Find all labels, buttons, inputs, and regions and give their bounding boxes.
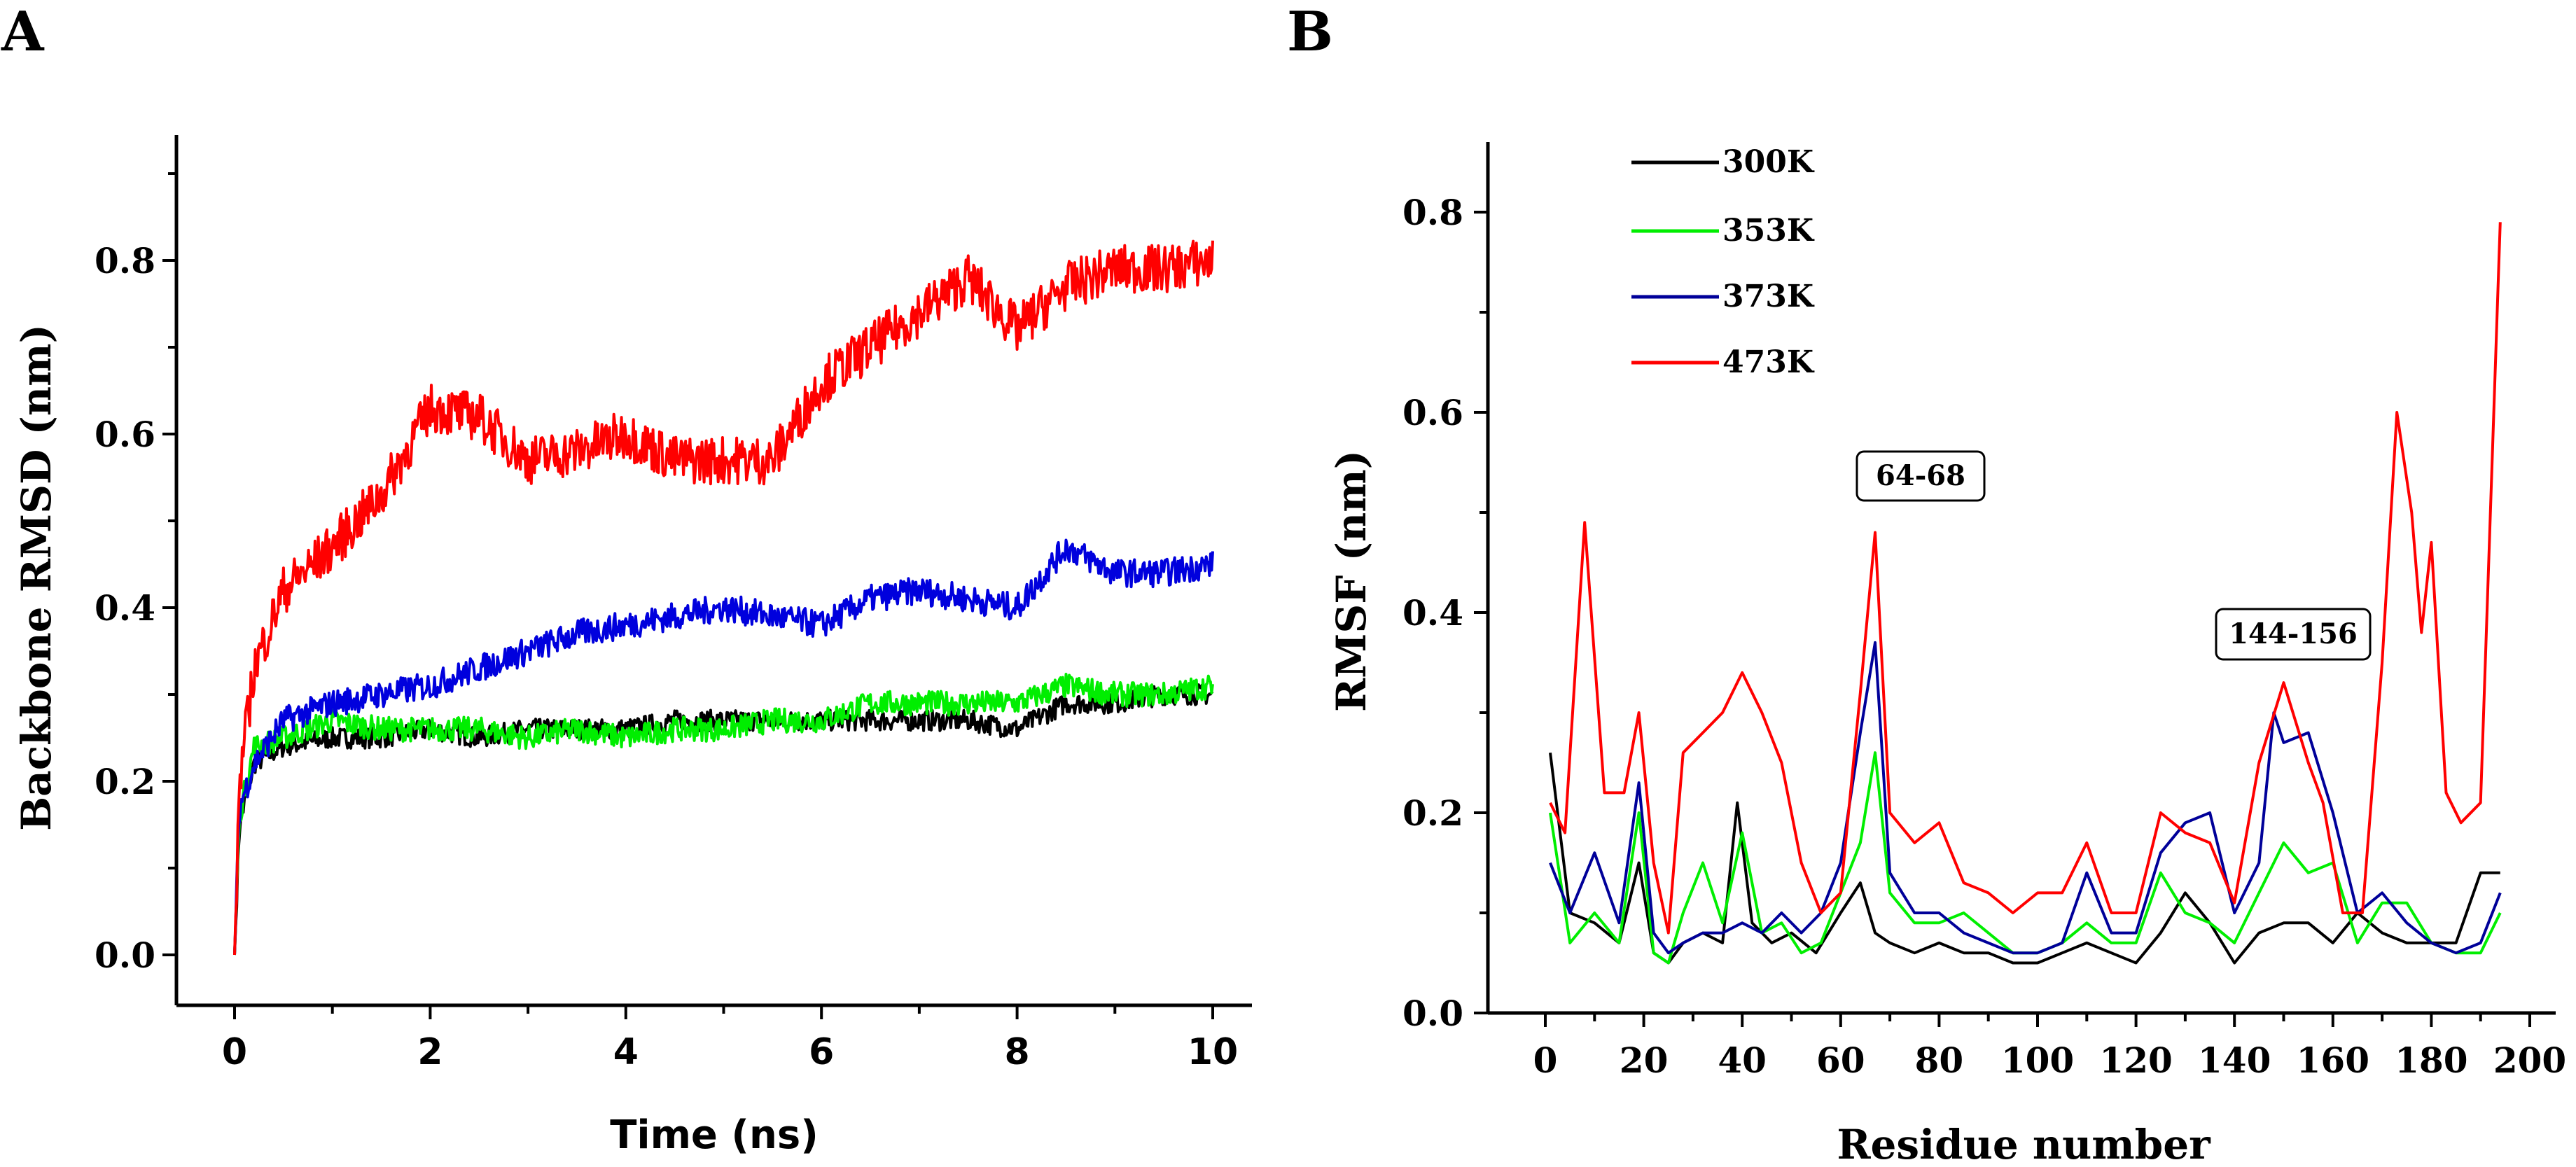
rmsd-y-tick-label: 0.8 <box>95 240 155 281</box>
rmsd-x-tick-label: 10 <box>1188 1031 1238 1073</box>
annotation-144-156-text: 144-156 <box>2229 617 2358 650</box>
rmsf-x-tick-label: 0 <box>1533 1040 1558 1081</box>
annotation-144-156: 144-156 <box>2215 608 2372 661</box>
rmsf-x-axis-label: Residue number <box>1837 1121 2211 1167</box>
legend-label-473k: 473K <box>1722 344 1815 380</box>
rmsd-y-tick-label: 0.0 <box>95 935 155 976</box>
rmsf-series-353k <box>1549 751 2502 965</box>
rmsd-y-tick-label: 0.2 <box>95 761 155 802</box>
rmsf-y-tick-label: 0.6 <box>1402 392 1463 433</box>
rmsf-x-tick-label: 200 <box>2493 1040 2566 1081</box>
rmsd-x-axis-label: Time (ns) <box>610 1112 819 1158</box>
rmsd-x-tick-label: 2 <box>417 1031 443 1073</box>
rmsd-x-tick-label: 0 <box>222 1031 247 1073</box>
rmsf-x-tick-label: 140 <box>2198 1040 2271 1081</box>
rmsf-x-tick-label: 80 <box>1915 1040 1964 1081</box>
rmsf-series-473k <box>1549 222 2502 935</box>
rmsd-y-tick-label: 0.4 <box>95 587 155 629</box>
rmsd-chart: 0 2 4 6 8 10 0.0 0.2 0.4 0.6 0.8 Time (ns) Backbon… <box>13 135 1252 1158</box>
rmsd-x-tick-label: 6 <box>809 1031 834 1073</box>
rmsf-x-tick-label: 100 <box>2001 1040 2074 1081</box>
rmsf-x-tick-label: 160 <box>2297 1040 2369 1081</box>
rmsd-y-tick-label: 0.6 <box>95 414 155 455</box>
rmsf-legend: 300K 353K 373K 473K <box>1631 144 1815 380</box>
rmsd-series-353k <box>233 673 1214 956</box>
rmsf-series-373k <box>1549 641 2502 955</box>
rmsd-series-473k <box>233 239 1214 956</box>
rmsd-x-tick-label: 4 <box>613 1031 639 1073</box>
panel-label-b: B <box>1287 0 1333 64</box>
rmsf-x-tick-label: 60 <box>1816 1040 1865 1081</box>
rmsf-y-tick-label: 0.8 <box>1402 192 1463 233</box>
rmsf-x-tick-label: 120 <box>2099 1040 2172 1081</box>
rmsd-y-axis-label: Backbone RMSD (nm) <box>13 324 60 831</box>
rmsf-y-tick-label: 0.2 <box>1402 792 1463 834</box>
panel-label-a: A <box>1 0 45 64</box>
legend-label-373k: 373K <box>1722 279 1815 314</box>
rmsd-x-tick-label: 8 <box>1005 1031 1030 1073</box>
legend-label-353k: 353K <box>1722 213 1815 249</box>
rmsf-series-300k <box>1549 752 2500 965</box>
legend-label-300k: 300K <box>1722 144 1815 180</box>
annotation-64-68: 64-68 <box>1856 450 1986 502</box>
annotation-64-68-text: 64-68 <box>1876 459 1965 492</box>
rmsf-y-tick-label: 0.4 <box>1402 592 1463 634</box>
rmsf-chart: 0 20 40 60 80 100 120 140 160 180 200 0.0 0.2 0.4 0.6 0… <box>1328 142 2566 1167</box>
rmsf-x-tick-label: 180 <box>2395 1040 2467 1081</box>
rmsf-y-tick-label: 0.0 <box>1402 993 1463 1034</box>
rmsf-x-tick-label: 40 <box>1718 1040 1767 1081</box>
rmsf-x-tick-label: 20 <box>1620 1040 1669 1081</box>
rmsf-y-axis-label: RMSF (nm) <box>1328 450 1375 712</box>
rmsd-series-373k <box>233 538 1214 956</box>
